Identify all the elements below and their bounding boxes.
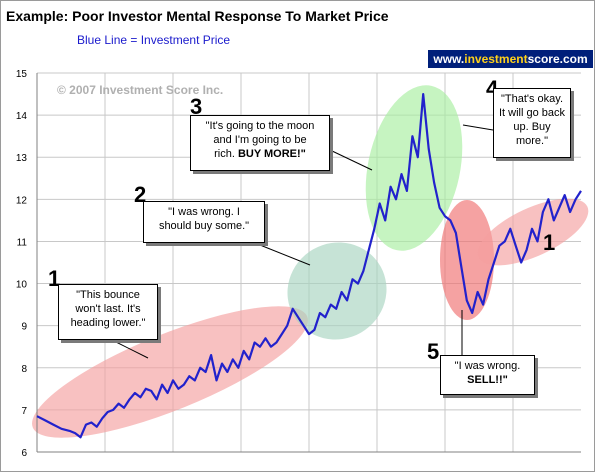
y-tick-label-7: 13 [16, 153, 28, 164]
y-tick-labels: 6 7 8 9 10 11 12 13 14 15 [16, 69, 28, 459]
annotation-2-line2: should buy some." [158, 220, 250, 232]
ellipses [32, 85, 589, 438]
y-tick-label-5: 11 [17, 237, 28, 248]
annotation-3-line2: and I'm going to be [213, 134, 307, 146]
chart-title: Example: Poor Investor Mental Response T… [6, 8, 389, 24]
brand-prefix: www. [433, 52, 465, 66]
price-line [36, 93, 582, 439]
callout-pointer-4 [462, 124, 494, 131]
y-tick-label-8: 14 [16, 111, 28, 122]
annotation-1-line3: heading lower." [70, 317, 146, 329]
annotation-5-line1: "I was wrong. [454, 360, 521, 372]
annotation-3-line3-wrap: rich. BUY MORE!" [193, 147, 327, 161]
y-tick-label-9: 15 [16, 69, 28, 80]
annotation-2-line1: "I was wrong. I [168, 206, 240, 218]
callout-pointers [111, 124, 494, 359]
zone-ellipse-3 [365, 85, 463, 251]
legend-note: Blue Line = Investment Price [77, 33, 231, 47]
watermark: © 2007 Investment Score Inc. [57, 83, 223, 97]
annotation-5-bold: SELL!!" [467, 374, 508, 386]
annotation-3-line1: "It's going to the moon [205, 120, 315, 132]
annotation-bubble-5: "I was wrong. SELL!!" [440, 355, 535, 395]
callout-pointer-3 [329, 149, 373, 171]
annotation-bubble-2: "I was wrong. I should buy some." [143, 201, 265, 243]
y-tick-label-4: 10 [16, 280, 28, 291]
annotation-number-5: 5 [427, 339, 440, 364]
annotation-number-1: 1 [48, 266, 61, 291]
zone-ellipse-1 [32, 306, 308, 438]
annotation-1-line1: "This bounce [76, 289, 140, 301]
annotation-4-line2: It will go back [498, 107, 566, 119]
annotation-bubble-4: "That's okay. It will go back up. Buy mo… [493, 88, 571, 158]
y-tick-label-1: 7 [21, 406, 27, 417]
annotation-1-line2: won't last. It's [75, 303, 141, 315]
annotation-4-line4: more." [515, 135, 549, 147]
annotation-number-1b: 1 [543, 230, 556, 255]
y-tick-label-3: 9 [21, 322, 27, 333]
annotation-bubble-3: "It's going to the moon and I'm going to… [190, 115, 330, 171]
y-tick-label-0: 6 [21, 448, 27, 459]
annotation-4-line3: up. Buy [513, 121, 551, 133]
y-tick-label-2: 8 [21, 364, 27, 375]
brand-suffix: score.com [527, 52, 588, 66]
zone-ellipse-2 [287, 242, 387, 340]
callout-pointer-2 [254, 242, 311, 266]
annotation-number-2: 2 [134, 182, 147, 207]
brand-banner[interactable]: www.investmentscore.com [428, 50, 593, 68]
annotation-bubble-1: "This bounce won't last. It's heading lo… [58, 284, 158, 340]
annotation-4-line1: "That's okay. [500, 93, 564, 105]
brand-highlight: investment [464, 52, 528, 66]
annotation-3-line3: rich. [214, 148, 235, 160]
y-tick-label-6: 12 [16, 195, 28, 206]
annotation-3-bold: BUY MORE!" [237, 148, 306, 160]
annotation-number-3: 3 [190, 94, 203, 119]
axes [36, 73, 581, 453]
annotation-5-bold-wrap: SELL!!" [443, 373, 532, 387]
callout-pointer-1 [111, 339, 149, 359]
